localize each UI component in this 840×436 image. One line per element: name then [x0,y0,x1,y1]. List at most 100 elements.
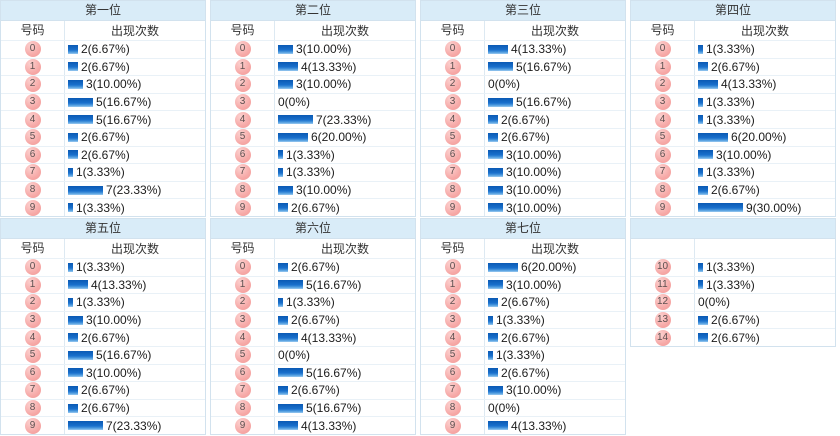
table-cell: 第一位 号码 出现次数 0 2(6.67%) 1 2(6.67%) 2 3(10.00%)… [0,0,210,218]
bar-cell: 9(30.00%) [695,199,835,216]
table-row: 6 1(3.33%) [211,145,415,164]
bar-cell: 1(3.33%) [695,94,835,111]
table-title: 第三位 [421,1,625,21]
number-badge: 7 [234,164,251,181]
table-rows: 10 1(3.33%) 11 1(3.33%) 12 0(0%) 13 2(6.67%) 14 2… [631,258,835,346]
number-cell: 8 [421,181,485,199]
bar-cell: 7(23.33%) [65,182,205,199]
frequency-bar [68,297,73,307]
table-title: 第一位 [1,1,205,21]
number-cell: 7 [631,164,695,181]
frequency-label: 2(6.67%) [501,130,550,145]
table-title: 第二位 [211,1,415,21]
bar-cell: 1(3.33%) [485,347,625,364]
table-row: 4 4(13.33%) [211,328,415,346]
bar-cell: 2(6.67%) [485,111,625,128]
table-row: 2 1(3.33%) [1,293,205,311]
table-row: 2 4(13.33%) [631,75,835,93]
table-header-row: 号码 出现次数 [1,21,205,40]
bar-cell: 4(13.33%) [485,41,625,58]
frequency-bar [488,297,498,307]
number-cell: 2 [1,294,65,311]
frequency-bar [278,262,288,272]
number-badge: 9 [444,417,461,434]
table-row: 9 4(13.33%) [211,416,415,434]
number-badge: 2 [654,76,671,93]
bar-cell: 2(6.67%) [275,312,415,329]
number-badge: 7 [444,382,461,399]
frequency-label: 3(10.00%) [506,165,562,180]
number-cell: 9 [421,199,485,216]
number-badge: 8 [444,400,461,417]
bar-cell: 2(6.67%) [485,294,625,311]
frequency-label: 2(6.67%) [81,59,130,74]
table-row: 0 1(3.33%) [631,40,835,58]
number-badge: 3 [24,312,41,329]
table-row: 4 2(6.67%) [421,328,625,346]
frequency-label: 2(6.67%) [81,147,130,162]
number-cell: 8 [1,399,65,417]
frequency-bar [68,132,78,142]
number-cell: 4 [421,329,485,346]
count-column-header: 出现次数 [320,24,369,38]
table-row: 6 3(10.00%) [631,145,835,164]
bar-cell: 2(6.67%) [275,259,415,276]
number-cell: 6 [421,146,485,164]
frequency-label: 1(3.33%) [286,147,335,162]
bar-cell: 2(6.67%) [65,400,205,417]
number-cell: 8 [211,181,275,199]
bar-cell: 7(23.33%) [65,417,205,434]
number-badge: 3 [234,94,251,111]
table-row: 1 5(16.67%) [421,57,625,76]
frequency-label: 3(10.00%) [296,183,352,198]
table-header-row: 号码 出现次数 [211,21,415,40]
frequency-bar [278,167,283,177]
frequency-bar [698,167,703,177]
table-row: 3 5(16.67%) [421,92,625,111]
frequency-label: 3(10.00%) [296,42,352,57]
frequency-label: 1(3.33%) [76,200,125,215]
number-badge: 1 [654,58,671,75]
number-cell: 12 [631,294,695,311]
number-badge: 2 [444,76,461,93]
table-row: 7 1(3.33%) [211,163,415,181]
number-badge: 2 [24,294,41,311]
bar-cell: 6(20.00%) [275,129,415,146]
number-cell: 4 [1,329,65,346]
frequency-label: 2(6.67%) [81,383,130,398]
frequency-label: 2(6.67%) [291,383,340,398]
bar-cell: 3(10.00%) [485,147,625,164]
frequency-label: 2(6.67%) [711,313,760,328]
frequency-bar [68,62,78,72]
number-cell: 3 [1,311,65,329]
frequency-label: 5(16.67%) [306,277,362,292]
frequency-bar [278,132,308,142]
number-column-header [631,239,695,258]
bar-cell: 0(0%) [695,294,835,311]
frequency-label: 0(0%) [698,295,731,310]
table-row: 5 2(6.67%) [1,127,205,146]
count-column-header: 出现次数 [740,24,789,38]
number-badge: 10 [654,259,671,276]
number-column-header: 号码 [631,21,695,40]
frequency-label: 6(20.00%) [731,130,787,145]
frequency-table: 10 1(3.33%) 11 1(3.33%) 12 0(0%) 13 2(6.67%) 14 2… [630,218,836,347]
bar-cell: 1(3.33%) [275,164,415,181]
frequency-label: 1(3.33%) [286,165,335,180]
frequency-label: 6(20.00%) [521,260,577,275]
table-row: 4 2(6.67%) [1,328,205,346]
frequency-bar [278,44,293,54]
number-badge: 8 [654,182,671,199]
table-row: 2 3(10.00%) [211,75,415,93]
number-badge: 6 [24,146,41,163]
number-badge: 0 [444,259,461,276]
frequency-label: 2(6.67%) [501,295,550,310]
number-cell: 0 [1,259,65,276]
table-row: 1 2(6.67%) [631,57,835,76]
number-badge: 3 [444,94,461,111]
bar-cell: 1(3.33%) [695,41,835,58]
table-cell: 第七位 号码 出现次数 0 6(20.00%) 1 3(10.00%) 2 2(6.67%… [420,218,630,436]
frequency-label: 5(16.67%) [516,59,572,74]
table-title: 第七位 [421,219,625,239]
table-row: 0 2(6.67%) [1,40,205,58]
